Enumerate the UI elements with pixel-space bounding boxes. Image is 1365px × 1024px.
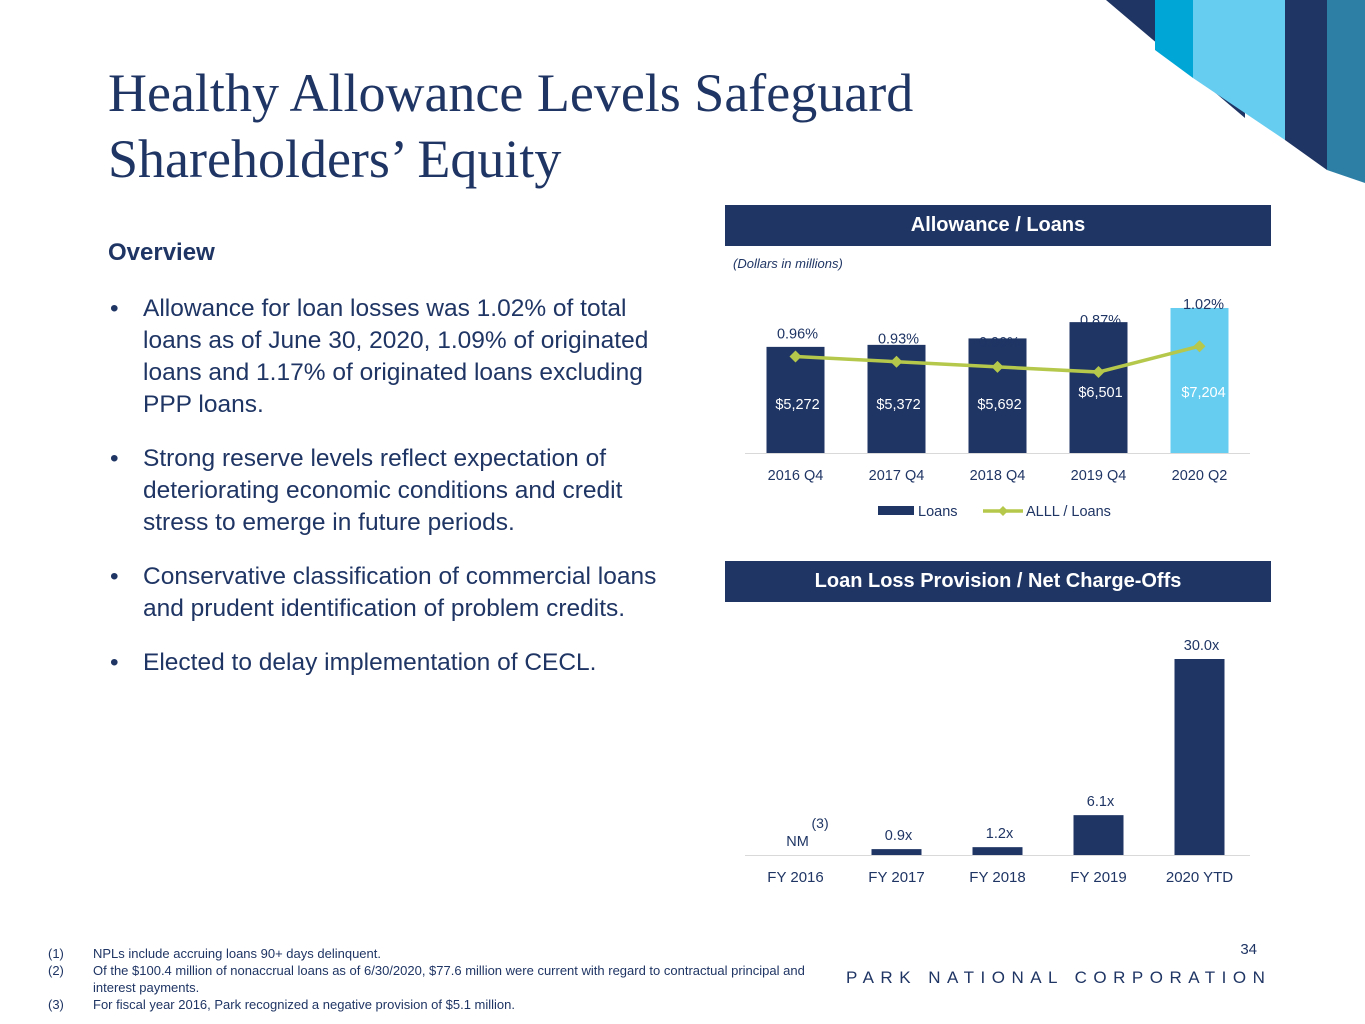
footnote-text: For fiscal year 2016, Park recognized a … bbox=[93, 997, 515, 1012]
x-tick-label: 2016 Q4 bbox=[768, 468, 824, 484]
bullet-item: Conservative classification of commercia… bbox=[108, 561, 668, 625]
allowance-panel-subtitle: (Dollars in millions) bbox=[733, 256, 843, 271]
corner-stripe-navy bbox=[1285, 0, 1327, 170]
x-tick-label: 2020 YTD bbox=[1166, 869, 1233, 886]
loans-bar bbox=[1069, 322, 1128, 453]
bullet-item: Strong reserve levels reflect expectatio… bbox=[108, 443, 668, 539]
x-tick-label: 2018 Q4 bbox=[970, 468, 1026, 484]
loans-bar bbox=[1170, 307, 1229, 453]
loans-bar bbox=[968, 338, 1027, 453]
slide-title: Healthy Allowance Levels Safeguard Share… bbox=[108, 63, 914, 189]
bullet-item: Allowance for loan losses was 1.02% of t… bbox=[108, 293, 668, 421]
alll-point-label: 0.90% bbox=[979, 335, 1020, 351]
provision-bar-label: 1.2x bbox=[986, 826, 1014, 842]
provision-chargeoffs-chart: NM(3) FY 2016 0.9x FY 2017 1.2x FY 2018 6.1x FY… bbox=[745, 638, 1250, 886]
alll-marker bbox=[890, 355, 903, 368]
loans-bar bbox=[766, 346, 825, 453]
alll-point-label: 0.87% bbox=[1080, 313, 1121, 329]
footnote-number: (1) bbox=[48, 946, 64, 961]
corner-stripe-dark bbox=[1106, 0, 1245, 118]
x-tick-label: FY 2019 bbox=[1070, 869, 1126, 886]
footnotes: (1) NPLs include accruing loans 90+ days… bbox=[48, 945, 808, 1013]
legend-loans-swatch bbox=[878, 506, 914, 515]
footnote-number: (2) bbox=[48, 963, 64, 978]
alll-marker bbox=[1193, 340, 1206, 353]
x-tick-label: FY 2018 bbox=[969, 869, 1025, 886]
alll-point-label: 0.96% bbox=[777, 327, 818, 343]
provision-bar-label: NM bbox=[786, 834, 809, 850]
loans-bar-label: $7,204 bbox=[1181, 385, 1225, 401]
page-number: 34 bbox=[1240, 941, 1257, 958]
legend-loans-label: Loans bbox=[918, 504, 958, 520]
legend-alll-label: ALLL / Loans bbox=[1026, 504, 1111, 520]
alll-marker bbox=[1092, 366, 1105, 379]
provision-bar bbox=[972, 847, 1023, 855]
footnote-marker: (3) bbox=[812, 815, 829, 831]
alll-marker bbox=[789, 350, 802, 363]
loans-bar-label: $6,501 bbox=[1078, 385, 1122, 401]
provision-bar bbox=[871, 849, 922, 855]
loans-bar-label: $5,372 bbox=[876, 397, 920, 413]
x-tick-label: 2020 Q2 bbox=[1172, 468, 1228, 484]
footnote-text: NPLs include accruing loans 90+ days del… bbox=[93, 946, 381, 961]
alll-point-label: 1.02% bbox=[1183, 297, 1224, 313]
allowance-panel-header: Allowance / Loans bbox=[725, 205, 1271, 246]
provision-bar bbox=[1174, 659, 1225, 855]
provision-bar-label: 0.9x bbox=[885, 828, 913, 844]
x-tick-label: 2019 Q4 bbox=[1071, 468, 1127, 484]
footnote-number: (3) bbox=[48, 997, 64, 1012]
legend-alll-marker bbox=[998, 506, 1008, 516]
footnote-text: Of the $100.4 million of nonaccrual loan… bbox=[93, 963, 805, 995]
bullet-item: Elected to delay implementation of CECL. bbox=[108, 647, 668, 679]
corner-stripe-light bbox=[1193, 0, 1285, 140]
provision-bar-label: 6.1x bbox=[1087, 794, 1115, 810]
provision-bar bbox=[1073, 815, 1124, 855]
overview-bullet-list: Allowance for loan losses was 1.02% of t… bbox=[108, 293, 668, 701]
provision-bar-label: 30.0x bbox=[1184, 638, 1220, 654]
footnote: (3) For fiscal year 2016, Park recognize… bbox=[48, 996, 808, 1013]
loans-bar-label: $5,692 bbox=[977, 397, 1021, 413]
x-tick-label: 2017 Q4 bbox=[869, 468, 925, 484]
footnote: (1) NPLs include accruing loans 90+ days… bbox=[48, 945, 808, 962]
overview-heading: Overview bbox=[108, 239, 215, 266]
alll-marker bbox=[991, 360, 1004, 373]
company-name: PARK NATIONAL CORPORATION bbox=[846, 968, 1272, 987]
allowance-loans-chart: $5,272 2016 Q4 $5,372 2017 Q4 $5,692 2018 Q4 $… bbox=[745, 297, 1250, 520]
alll-point-label: 0.93% bbox=[878, 332, 919, 348]
loans-bar-label: $5,272 bbox=[775, 397, 819, 413]
x-tick-label: FY 2017 bbox=[868, 869, 924, 886]
footnote: (2) Of the $100.4 million of nonaccrual … bbox=[48, 962, 808, 996]
x-tick-label: FY 2016 bbox=[767, 869, 823, 886]
provision-panel-header: Loan Loss Provision / Net Charge-Offs bbox=[725, 561, 1271, 602]
corner-stripe-cyan bbox=[1155, 0, 1193, 78]
corner-stripe-steel bbox=[1327, 0, 1365, 183]
